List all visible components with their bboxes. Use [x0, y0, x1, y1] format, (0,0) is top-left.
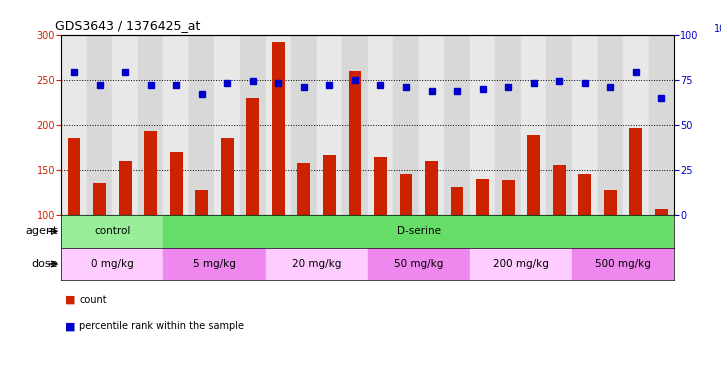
Bar: [527, 135, 540, 305]
Bar: [425, 161, 438, 305]
Text: ■: ■: [65, 295, 76, 305]
Bar: [323, 156, 336, 305]
Bar: [144, 131, 157, 305]
Text: 0 mg/kg: 0 mg/kg: [91, 259, 133, 269]
Bar: [374, 157, 387, 305]
Bar: [502, 180, 515, 305]
Bar: [604, 190, 616, 305]
Bar: [649, 35, 674, 215]
Bar: [348, 71, 361, 305]
Text: 5 mg/kg: 5 mg/kg: [193, 259, 236, 269]
Bar: [317, 35, 342, 215]
Bar: [629, 127, 642, 305]
Bar: [112, 35, 138, 215]
Bar: [195, 190, 208, 305]
Bar: [61, 35, 87, 215]
Text: control: control: [94, 226, 131, 237]
Bar: [138, 35, 164, 215]
Bar: [265, 35, 291, 215]
Bar: [93, 184, 106, 305]
Bar: [61, 215, 164, 248]
Bar: [553, 166, 565, 305]
Bar: [623, 35, 649, 215]
Bar: [164, 215, 674, 248]
Bar: [298, 163, 310, 305]
Bar: [291, 35, 317, 215]
Text: GDS3643 / 1376425_at: GDS3643 / 1376425_at: [55, 19, 200, 32]
Bar: [247, 98, 259, 305]
Text: D-serine: D-serine: [397, 226, 441, 237]
Bar: [419, 35, 444, 215]
Bar: [221, 138, 234, 305]
Bar: [547, 35, 572, 215]
Bar: [470, 35, 495, 215]
Bar: [342, 35, 368, 215]
Bar: [598, 35, 623, 215]
Bar: [393, 35, 419, 215]
Bar: [368, 35, 393, 215]
Text: count: count: [79, 295, 107, 305]
Bar: [572, 35, 598, 215]
Bar: [368, 248, 470, 280]
Bar: [470, 248, 572, 280]
Text: 20 mg/kg: 20 mg/kg: [292, 259, 341, 269]
Bar: [215, 35, 240, 215]
Bar: [477, 179, 489, 305]
Bar: [164, 248, 265, 280]
Bar: [87, 35, 112, 215]
Bar: [444, 35, 470, 215]
Bar: [170, 152, 182, 305]
Text: ■: ■: [65, 321, 76, 331]
Bar: [572, 248, 674, 280]
Bar: [164, 35, 189, 215]
Bar: [655, 209, 668, 305]
Bar: [451, 187, 464, 305]
Text: 500 mg/kg: 500 mg/kg: [595, 259, 651, 269]
Bar: [119, 161, 131, 305]
Bar: [68, 138, 81, 305]
Text: percentile rank within the sample: percentile rank within the sample: [79, 321, 244, 331]
Bar: [265, 248, 368, 280]
Text: 200 mg/kg: 200 mg/kg: [493, 259, 549, 269]
Bar: [495, 35, 521, 215]
Bar: [272, 42, 285, 305]
Bar: [61, 248, 164, 280]
Bar: [399, 174, 412, 305]
Text: 50 mg/kg: 50 mg/kg: [394, 259, 443, 269]
Bar: [189, 35, 215, 215]
Bar: [521, 35, 547, 215]
Text: dose: dose: [31, 259, 58, 269]
Text: 100%: 100%: [714, 24, 721, 34]
Bar: [240, 35, 265, 215]
Bar: [578, 174, 591, 305]
Text: agent: agent: [25, 226, 58, 237]
